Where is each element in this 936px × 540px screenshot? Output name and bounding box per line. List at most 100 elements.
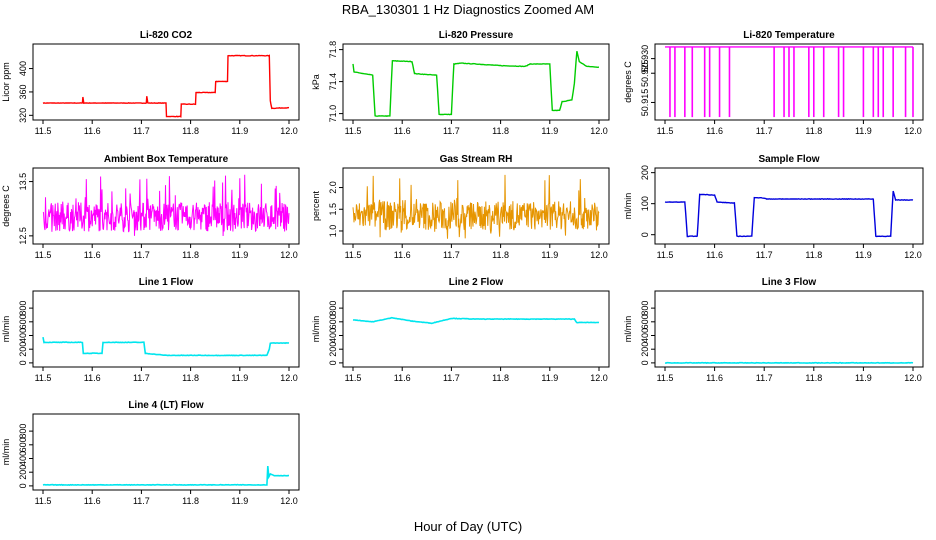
x-tick-label: 12.0	[590, 126, 608, 136]
x-tick-label: 11.7	[133, 126, 150, 136]
y-axis-label: degrees C	[1, 185, 11, 227]
plot-frame	[32, 290, 300, 368]
x-tick-label: 12.0	[590, 250, 608, 260]
y-axis-label: kPa	[311, 74, 321, 90]
x-tick-label: 11.6	[394, 373, 411, 383]
x-tick-label: 11.8	[805, 373, 822, 383]
x-tick-label: 11.8	[182, 126, 199, 136]
plot-frame	[654, 167, 924, 245]
panel-8: Line 3 Flow ml/min 11.5 11.6 11.7 11.8 11.9 12.…	[623, 277, 924, 383]
x-tick-label: 11.7	[756, 250, 773, 260]
y-axis-label: percent	[311, 190, 321, 221]
x-tick-label: 11.8	[805, 126, 822, 136]
y-tick-label: 800	[640, 301, 650, 316]
series-line	[664, 190, 914, 238]
panel-title: Line 1 Flow	[139, 277, 194, 288]
x-tick-label: 11.6	[84, 496, 101, 506]
y-tick-label: 0	[640, 232, 650, 237]
panel-1: Li-820 Pressure kPa 11.5 11.6 11.7 11.8 11.9 12…	[311, 30, 610, 136]
series-line	[42, 466, 289, 486]
x-tick-label: 11.8	[805, 250, 822, 260]
x-tick-label: 11.8	[492, 373, 509, 383]
x-tick-label: 11.8	[492, 126, 509, 136]
x-tick-label: 11.6	[84, 373, 101, 383]
series-line	[42, 174, 290, 237]
y-tick-label: 600	[328, 314, 338, 329]
x-tick-label: 11.9	[541, 126, 558, 136]
panel-7: Line 2 Flow ml/min 11.5 11.6 11.7 11.8 11.9 12.…	[311, 277, 610, 383]
y-tick-label: 400	[18, 328, 28, 343]
y-tick-label: 400	[18, 61, 28, 76]
x-tick-label: 11.9	[855, 126, 872, 136]
panel-title: Li-820 Temperature	[743, 30, 835, 41]
panel-4: Gas Stream RH percent 11.5 11.6 11.7 11.8 11.9…	[311, 154, 610, 260]
panel-title: Gas Stream RH	[440, 154, 513, 165]
x-tick-label: 12.0	[280, 126, 298, 136]
plot-frame	[654, 290, 924, 368]
y-tick-label: 0	[18, 360, 28, 365]
x-tick-label: 12.0	[280, 250, 298, 260]
y-tick-label: 50.930	[640, 45, 650, 73]
series-line	[352, 51, 599, 117]
y-tick-label: 320	[18, 108, 28, 123]
x-tick-label: 11.5	[35, 250, 52, 260]
x-tick-label: 11.6	[84, 250, 101, 260]
y-tick-label: 200	[18, 465, 28, 480]
y-axis-label: ml/min	[1, 439, 11, 466]
x-tick-label: 11.8	[182, 496, 199, 506]
x-tick-label: 12.0	[904, 250, 922, 260]
panel-title: Li-820 CO2	[140, 30, 193, 41]
x-tick-label: 11.9	[231, 250, 248, 260]
panel-title: Sample Flow	[758, 154, 819, 165]
y-tick-label: 400	[328, 328, 338, 343]
x-tick-label: 11.5	[35, 496, 52, 506]
y-tick-label: 200	[328, 342, 338, 357]
panel-title: Line 4 (LT) Flow	[128, 400, 204, 411]
panel-5: Sample Flow ml/min 11.5 11.6 11.7 11.8 11.9 12.…	[623, 154, 924, 260]
x-tick-label: 11.9	[541, 250, 558, 260]
y-tick-label: 360	[18, 84, 28, 99]
plot-frame	[32, 167, 300, 245]
y-tick-label: 200	[640, 165, 650, 180]
x-tick-label: 11.5	[345, 373, 362, 383]
x-tick-label: 11.5	[345, 250, 362, 260]
plot-frame	[342, 43, 610, 121]
series-line	[352, 174, 600, 239]
y-tick-label: 0	[18, 483, 28, 488]
y-tick-label: 0	[328, 360, 338, 365]
panel-3: Ambient Box Temperature degrees C 11.5 11.6…	[1, 154, 300, 260]
x-tick-label: 11.5	[657, 126, 674, 136]
x-tick-label: 11.6	[706, 373, 723, 383]
panel-2: Li-820 Temperature degrees C 11.5 11.6 11.7 1…	[623, 30, 924, 136]
panel-9: Line 4 (LT) Flow ml/min 11.5 11.6 11.7 11.8 11…	[1, 400, 300, 506]
y-tick-label: 71.4	[328, 73, 338, 91]
panel-title: Ambient Box Temperature	[104, 154, 229, 165]
panel-title: Line 2 Flow	[449, 277, 504, 288]
y-tick-label: 50.925	[640, 59, 650, 87]
y-tick-label: 0	[640, 360, 650, 365]
y-axis-label: ml/min	[623, 193, 633, 220]
x-tick-label: 12.0	[280, 373, 298, 383]
plot-frame	[32, 43, 300, 121]
y-tick-label: 12.5	[18, 227, 28, 245]
x-tick-label: 12.0	[904, 373, 922, 383]
x-tick-label: 11.9	[855, 373, 872, 383]
x-tick-label: 11.6	[394, 250, 411, 260]
x-tick-label: 11.9	[231, 373, 248, 383]
y-axis-label: ml/min	[1, 316, 11, 343]
plot-frame	[342, 167, 610, 245]
y-tick-label: 71.8	[328, 41, 338, 59]
x-tick-label: 12.0	[590, 373, 608, 383]
panel-0: Li-820 CO2 Licor ppm 11.5 11.6 11.7 11.8 11.9 1…	[1, 30, 300, 136]
x-tick-label: 11.7	[756, 373, 773, 383]
x-tick-label: 11.7	[133, 496, 150, 506]
x-tick-label: 11.9	[231, 496, 248, 506]
x-tick-label: 11.6	[706, 126, 723, 136]
y-tick-label: 1.5	[328, 203, 338, 216]
plot-frame	[654, 43, 924, 121]
y-tick-label: 200	[18, 342, 28, 357]
series-line	[42, 336, 290, 357]
x-tick-label: 11.5	[35, 126, 52, 136]
y-tick-label: 800	[328, 301, 338, 316]
chart-panels: Li-820 CO2 Licor ppm 11.5 11.6 11.7 11.8 11.9 1…	[1, 30, 924, 506]
